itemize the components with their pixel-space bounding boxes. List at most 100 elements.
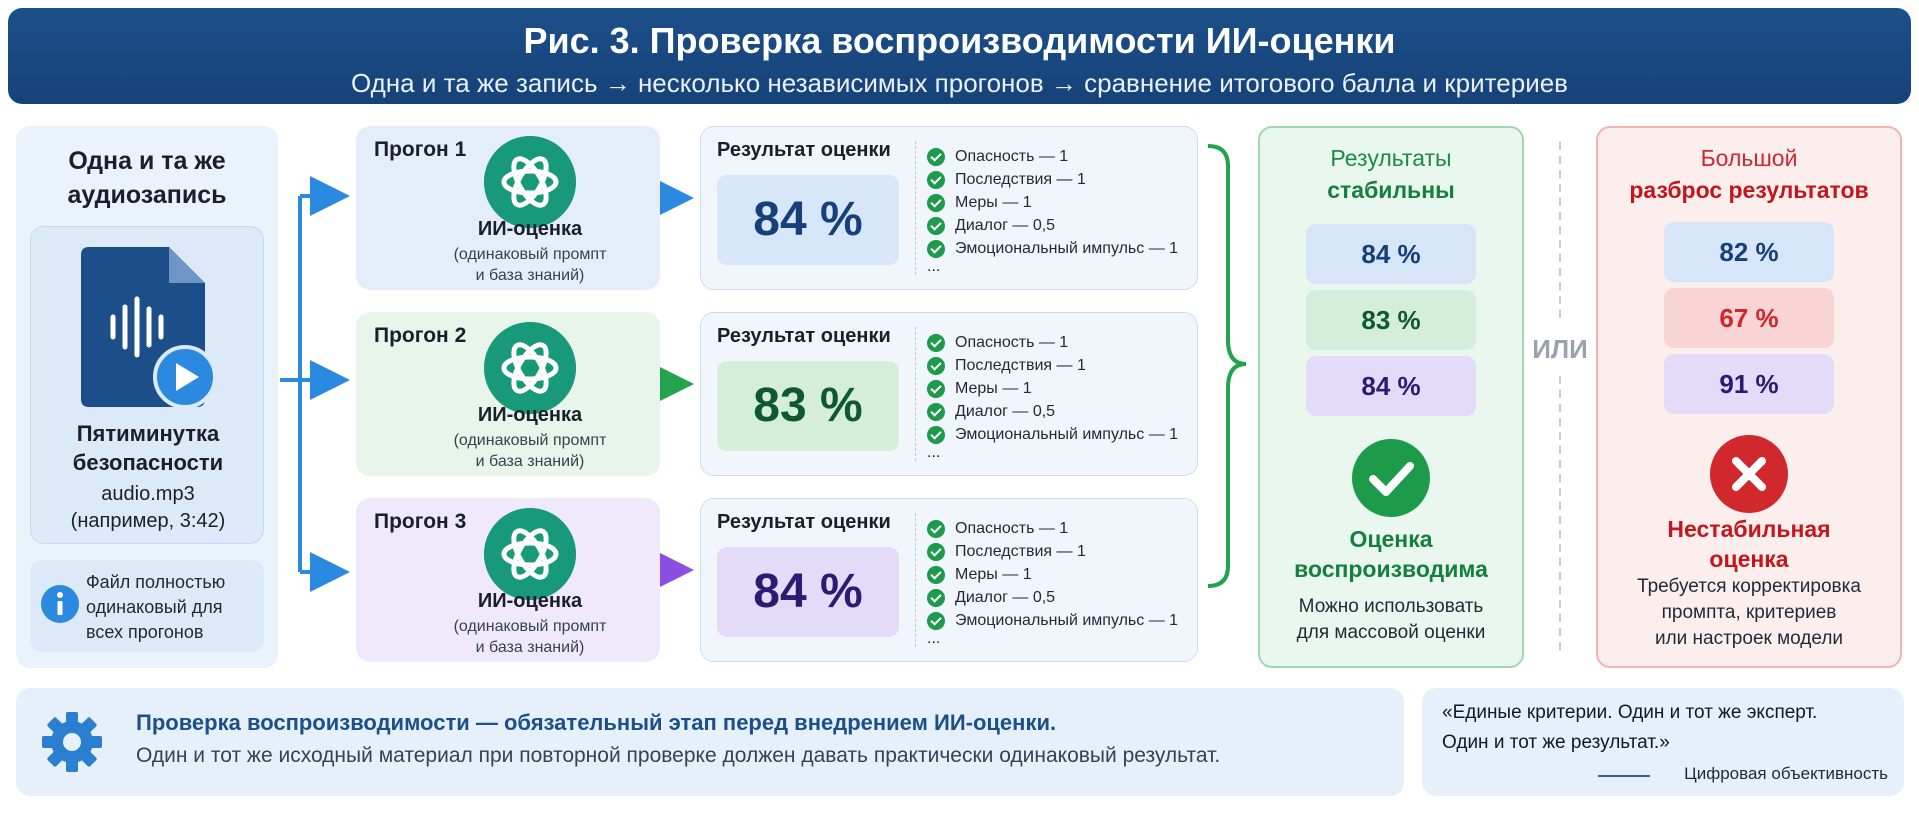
criterion-item: Эмоциональный импульс — 1 xyxy=(927,423,1178,446)
info-icon xyxy=(41,585,79,623)
unstable-value-1: 82 % xyxy=(1664,222,1834,282)
run-label: Прогон 3 xyxy=(374,510,467,533)
stable-title: Результаты стабильны xyxy=(1327,145,1455,203)
unstable-title: Большой разброс результатов xyxy=(1629,145,1869,203)
ai-name: ИИ-оценка xyxy=(477,404,583,426)
criterion-item: Диалог — 0,5 xyxy=(927,586,1178,609)
check-icon xyxy=(927,402,945,421)
criteria-list: Опасность — 1 Последствия — 1 Меры — 1 Диал… xyxy=(927,331,1178,446)
criteria-list: Опасность — 1 Последствия — 1 Меры — 1 Диал… xyxy=(927,517,1178,632)
result-score: 84 % xyxy=(717,547,899,637)
results-bracket xyxy=(1207,144,1247,588)
check-icon xyxy=(927,519,945,538)
criterion-item: Меры — 1 xyxy=(927,377,1178,400)
cross-circle-icon xyxy=(1710,435,1788,513)
result-panel-3: Результат оценки 84 % Опасность — 1 Последс… xyxy=(700,498,1198,662)
run-label: Прогон 2 xyxy=(374,324,467,347)
criteria-more: ... xyxy=(927,258,941,275)
criterion-item: Опасность — 1 xyxy=(927,517,1178,540)
criterion-item: Эмоциональный импульс — 1 xyxy=(927,609,1178,632)
quote-box: «Единые критерии. Один и тот же эксперт.… xyxy=(1422,688,1904,796)
quote-text: «Единые критерии. Один и тот же эксперт.… xyxy=(1442,702,1818,753)
criterion-item: Диалог — 0,5 xyxy=(927,400,1178,423)
stable-value-3: 84 % xyxy=(1306,356,1476,416)
audio-file-card: Пятиминутка безопасности audio.mp3 (напр… xyxy=(30,226,264,544)
unstable-value-3: 91 % xyxy=(1664,354,1834,414)
source-heading: Одна и та же аудиозапись xyxy=(67,147,227,209)
conclusion-banner: Проверка воспроизводимости — обязательны… xyxy=(16,688,1404,796)
check-circle-icon xyxy=(1352,439,1430,517)
unstable-value-2: 67 % xyxy=(1664,288,1834,348)
criteria-list: Опасность — 1 Последствия — 1 Меры — 1 Диал… xyxy=(927,145,1178,260)
ai-model-logo-icon xyxy=(484,136,576,228)
ai-model-logo-icon xyxy=(484,508,576,600)
result-panel-1: Результат оценки 84 % Опасность — 1 Последс… xyxy=(700,126,1198,290)
check-icon xyxy=(927,379,945,398)
check-icon xyxy=(927,216,945,235)
or-label: ИЛИ xyxy=(1532,334,1588,364)
info-note: Файл полностью одинаковый для всех прого… xyxy=(30,560,264,652)
check-icon xyxy=(927,542,945,561)
conclusion-text: Один и тот же исходный материал при повт… xyxy=(136,744,1221,767)
info-text: Файл полностью одинаковый для всех прого… xyxy=(86,572,226,642)
check-icon xyxy=(927,611,945,630)
result-panel-2: Результат оценки 83 % Опасность — 1 Последс… xyxy=(700,312,1198,476)
criterion-item: Эмоциональный импульс — 1 xyxy=(927,237,1178,260)
check-icon xyxy=(927,356,945,375)
criterion-item: Опасность — 1 xyxy=(927,331,1178,354)
source-panel: Одна и та же аудиозапись Пятиминутка без… xyxy=(16,126,278,668)
ai-subtitle: (одинаковый промпт и база знаний) xyxy=(453,246,607,284)
run-panel-3: Прогон 3 ИИ-оценка (одинаковый промпт и баз… xyxy=(356,498,660,662)
result-title: Результат оценки xyxy=(717,325,891,347)
unstable-verdict: Нестабильная оценка xyxy=(1667,516,1831,572)
criterion-item: Последствия — 1 xyxy=(927,354,1178,377)
result-title: Результат оценки xyxy=(717,511,891,533)
result-divider xyxy=(915,327,916,461)
audio-file-name: audio.mp3 (например, 3:42) xyxy=(70,483,226,532)
check-icon xyxy=(927,193,945,212)
ai-model-logo-icon xyxy=(484,322,576,414)
run-panel-2: Прогон 2 ИИ-оценка (одинаковый промпт и баз… xyxy=(356,312,660,476)
run-panel-1: Прогон 1 ИИ-оценка (одинаковый промпт и баз… xyxy=(356,126,660,290)
stable-verdict: Оценка воспроизводима xyxy=(1294,526,1488,582)
conclusion-headline: Проверка воспроизводимости — обязательны… xyxy=(136,710,1057,735)
fanout-arrows xyxy=(280,176,350,592)
figure-subtitle: Одна и та же запись → несколько независи… xyxy=(350,68,1568,98)
audio-title: Пятиминутка безопасности xyxy=(72,421,224,475)
check-icon xyxy=(927,565,945,584)
check-icon xyxy=(927,170,945,189)
result-score: 83 % xyxy=(717,361,899,451)
result-score: 84 % xyxy=(717,175,899,265)
ai-subtitle: (одинаковый промпт и база знаний) xyxy=(453,618,607,656)
criterion-item: Меры — 1 xyxy=(927,563,1178,586)
criterion-item: Опасность — 1 xyxy=(927,145,1178,168)
ai-name: ИИ-оценка xyxy=(477,590,583,612)
ai-name: ИИ-оценка xyxy=(477,218,583,240)
check-icon xyxy=(927,588,945,607)
criteria-more: ... xyxy=(927,630,941,647)
quote-dash xyxy=(1598,775,1650,777)
stable-value-2: 83 % xyxy=(1306,290,1476,350)
quote-source: Цифровая объективность xyxy=(1684,764,1888,783)
check-icon xyxy=(927,425,945,444)
header-banner: Рис. 3. Проверка воспроизводимости ИИ-оц… xyxy=(8,8,1911,104)
result-divider xyxy=(915,513,916,647)
criterion-item: Последствия — 1 xyxy=(927,540,1178,563)
run-label: Прогон 1 xyxy=(374,138,467,161)
stable-value-1: 84 % xyxy=(1306,224,1476,284)
check-icon xyxy=(927,147,945,166)
stable-note: Можно использовать для массовой оценки xyxy=(1296,596,1486,643)
audio-file-icon xyxy=(81,247,217,409)
check-icon xyxy=(927,239,945,258)
criterion-item: Диалог — 0,5 xyxy=(927,214,1178,237)
figure-title: Рис. 3. Проверка воспроизводимости ИИ-оц… xyxy=(523,20,1396,61)
ai-subtitle: (одинаковый промпт и база знаний) xyxy=(453,432,607,470)
criterion-item: Меры — 1 xyxy=(927,191,1178,214)
criteria-more: ... xyxy=(927,444,941,461)
stable-results-panel: Результаты стабильны 84 % 83 % 84 % Оцен… xyxy=(1258,126,1524,668)
check-icon xyxy=(927,333,945,352)
unstable-results-panel: Большой разброс результатов 82 % 67 % 91… xyxy=(1596,126,1902,668)
criterion-item: Последствия — 1 xyxy=(927,168,1178,191)
gear-icon xyxy=(42,712,102,772)
